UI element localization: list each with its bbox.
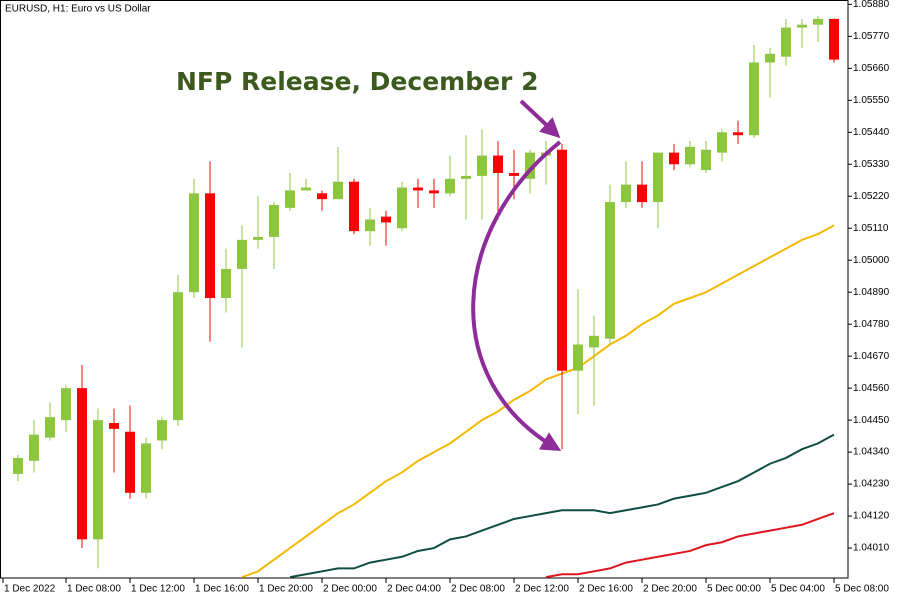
candle-body (285, 190, 295, 208)
candle-body (205, 193, 215, 299)
plot-area (13, 15, 839, 578)
candle-body (173, 292, 183, 421)
candle-body (29, 434, 39, 461)
ma-line (241, 224, 835, 578)
candle-body (717, 132, 727, 153)
chart-title: EURUSD, H1: Euro vs US Dollar (5, 4, 151, 15)
x-tick-label: 1 Dec 20:00 (259, 584, 313, 595)
candle-body (109, 423, 119, 429)
candle-body (45, 417, 55, 438)
candle-body (701, 149, 711, 171)
candle-body (13, 457, 23, 474)
candle-body (125, 431, 135, 493)
candle-body (365, 219, 375, 232)
candle-body (797, 24, 807, 28)
candle-body (813, 18, 823, 25)
candle-body (189, 193, 199, 293)
candle-body (493, 155, 503, 173)
candle-body (301, 187, 311, 191)
y-tick-label: 1.04890 (853, 287, 890, 298)
y-tick-label: 1.05660 (853, 63, 890, 74)
candle-body (461, 175, 471, 179)
y-tick-label: 1.05770 (853, 31, 890, 42)
y-tick-label: 1.05110 (853, 223, 889, 234)
y-tick-label: 1.04670 (853, 351, 890, 362)
candle-body (141, 443, 151, 493)
candle-body (77, 388, 87, 540)
candle-body (349, 181, 359, 232)
x-tick-label: 2 Dec 04:00 (387, 584, 441, 595)
candle-body (573, 344, 583, 371)
y-tick-label: 1.04120 (853, 511, 890, 522)
candle-body (237, 239, 247, 269)
candle-body (765, 53, 775, 63)
candle-body (525, 152, 535, 179)
x-tick-label: 1 Dec 12:00 (131, 584, 185, 595)
x-tick-label: 2 Dec 12:00 (515, 584, 569, 595)
candle-body (157, 420, 167, 441)
x-tick-label: 1 Dec 08:00 (67, 584, 121, 595)
y-tick-label: 1.05220 (853, 191, 890, 202)
candle-body (621, 184, 631, 203)
candle-body (605, 202, 615, 339)
x-tick-label: 2 Dec 00:00 (323, 584, 377, 595)
candle-body (269, 204, 279, 237)
candle-body (733, 132, 743, 136)
y-tick-label: 1.05330 (853, 159, 890, 170)
ma-line (289, 433, 835, 578)
candle-body (669, 152, 679, 165)
y-tick-label: 1.04780 (853, 319, 890, 330)
candle-body (397, 187, 407, 229)
candle-body (253, 236, 263, 240)
candle-body (333, 181, 343, 200)
candle-body (637, 184, 647, 203)
candle-body (685, 146, 695, 165)
plot-frame (0, 0, 849, 579)
y-tick-label: 1.05000 (853, 255, 890, 266)
y-tick-label: 1.04230 (853, 479, 890, 490)
candle-body (61, 388, 71, 421)
x-tick-label: 5 Dec 04:00 (771, 584, 825, 595)
x-tick-label: 5 Dec 00:00 (707, 584, 761, 595)
y-tick-label: 1.04340 (853, 447, 890, 458)
ma-line (545, 512, 835, 578)
candle-body (829, 18, 839, 60)
annotation: NFP Release, December 2 (176, 67, 538, 96)
candle-body (445, 178, 455, 194)
x-tick-label: 5 Dec 08:00 (835, 584, 889, 595)
candle-body (749, 62, 759, 136)
candle-body (93, 420, 103, 540)
candle-body (557, 149, 567, 371)
y-tick-label: 1.04450 (853, 415, 890, 426)
x-tick-label: 2 Dec 20:00 (643, 584, 697, 595)
y-tick-label: 1.05550 (853, 95, 890, 106)
candle-body (381, 216, 391, 223)
candle-body (781, 27, 791, 57)
x-tick-label: 1 Dec 16:00 (195, 584, 249, 595)
y-tick-label: 1.04560 (853, 383, 890, 394)
candle-body (413, 187, 423, 191)
x-tick-label: 2 Dec 16:00 (579, 584, 633, 595)
candle-body (509, 172, 519, 176)
arrow (519, 99, 561, 139)
candle-body (317, 193, 327, 200)
y-tick-label: 1.05880 (853, 0, 890, 10)
x-tick-label: 2 Dec 08:00 (451, 584, 505, 595)
x-tick-label: 1 Dec 2022 (4, 584, 56, 595)
candle-body (653, 152, 663, 203)
arrow (471, 140, 562, 452)
candle-body (429, 190, 439, 194)
candle-body (589, 335, 599, 348)
y-tick-label: 1.04010 (853, 543, 890, 554)
candle-body (477, 155, 487, 176)
y-tick-label: 1.05440 (853, 127, 890, 138)
candle-body (221, 268, 231, 299)
